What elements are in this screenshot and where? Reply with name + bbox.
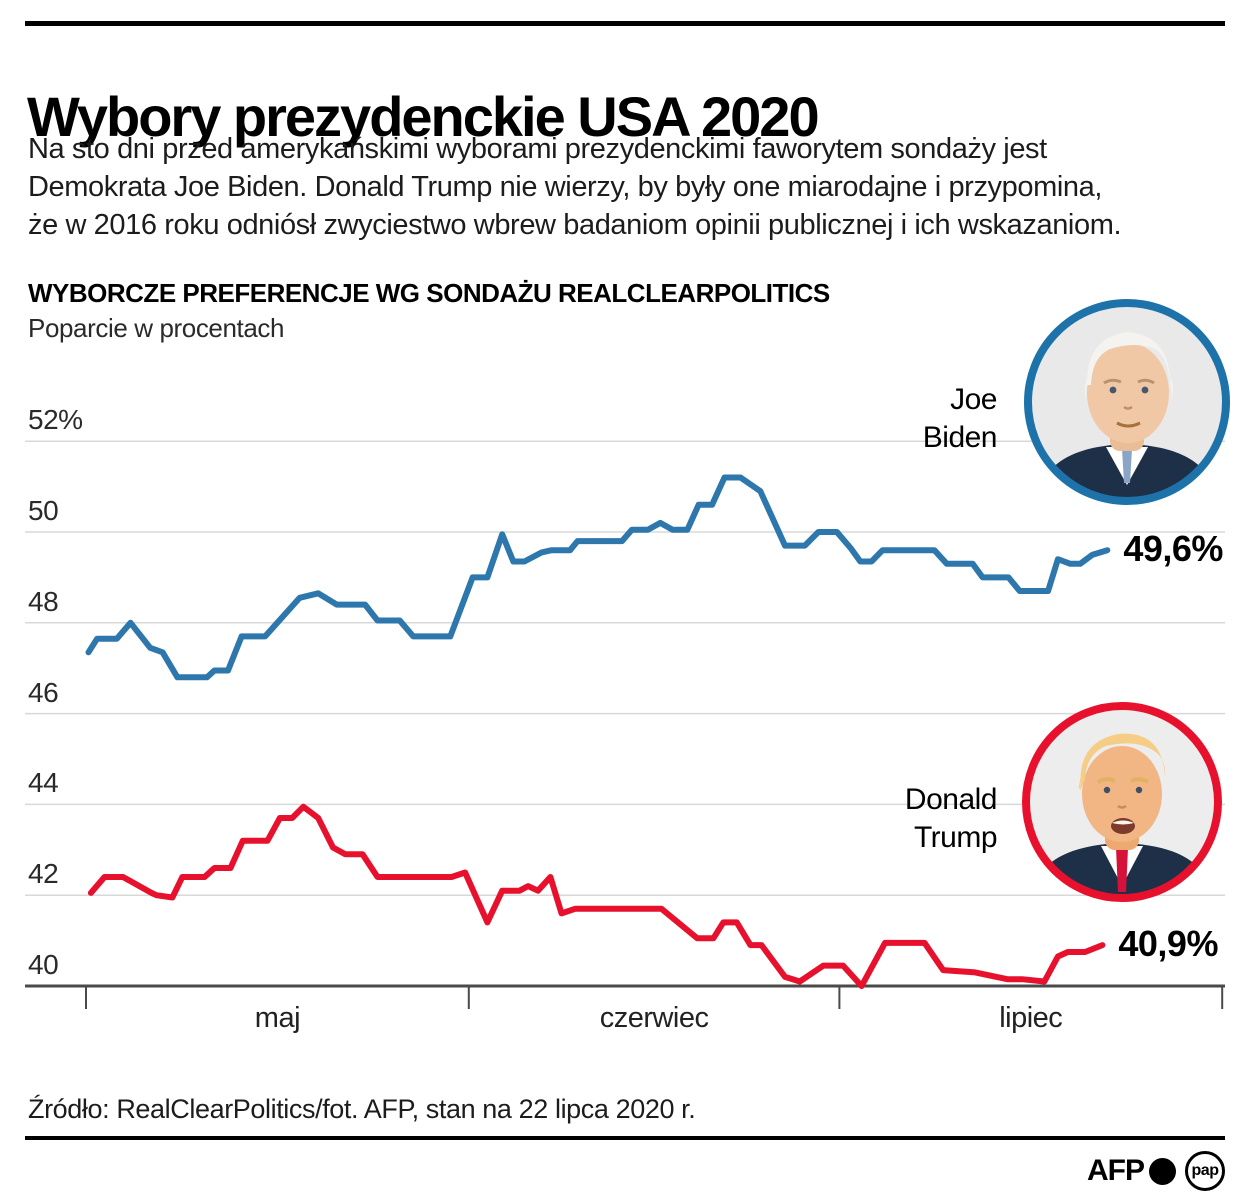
month-label-maj: maj	[254, 1002, 301, 1034]
y-axis-label: 48	[28, 585, 59, 617]
afp-dot-icon	[1149, 1157, 1176, 1185]
biden-photo	[1024, 299, 1230, 505]
afp-logo: AFP	[1087, 1154, 1176, 1188]
chart-subheading: Poparcie w procentach	[28, 313, 285, 343]
source-note: Źródło: RealClearPolitics/fot. AFP, stan…	[28, 1094, 696, 1124]
month-label-czerwiec: czerwiec	[599, 1002, 709, 1034]
bottom-rule	[25, 1136, 1225, 1140]
top-rule	[25, 21, 1225, 26]
intro-paragraph: Na sto dni przed amerykańskimi wyborami …	[28, 130, 1122, 244]
intro-line-2: Demokrata Joe Biden. Donald Trump nie wi…	[28, 171, 1103, 203]
trump-end-value: 40,9%	[1118, 923, 1218, 965]
intro-line-1: Na sto dni przed amerykańskimi wyborami …	[28, 133, 1047, 165]
y-axis-label: 44	[28, 767, 59, 799]
y-axis-label: 50	[28, 495, 59, 526]
y-axis-label: 42	[28, 858, 59, 890]
intro-line-3: że w 2016 roku odniósł zwyciestwo wbrew …	[28, 209, 1122, 241]
chart-heading: WYBORCZE PREFERENCJE WG SONDAŻU REALCLEA…	[28, 278, 830, 308]
agency-logos: AFP pap	[1087, 1151, 1225, 1191]
poll-line-biden	[85, 474, 1111, 681]
month-label-lipiec: lipiec	[999, 1002, 1063, 1034]
y-axis-label: 40	[28, 949, 59, 980]
y-axis-label: 46	[28, 676, 59, 708]
poll-line-trump	[87, 803, 1106, 989]
series-label-donald-trump: Donald Trump	[904, 783, 998, 854]
trump-photo	[1022, 702, 1222, 902]
y-axis-label: 52%	[28, 404, 83, 436]
pap-logo: pap	[1185, 1151, 1225, 1191]
page-title: Wybory prezydenckie USA 2020	[27, 84, 820, 148]
biden-end-value: 49,6%	[1123, 528, 1223, 570]
series-label-joe-biden: Joe Biden	[922, 383, 998, 454]
